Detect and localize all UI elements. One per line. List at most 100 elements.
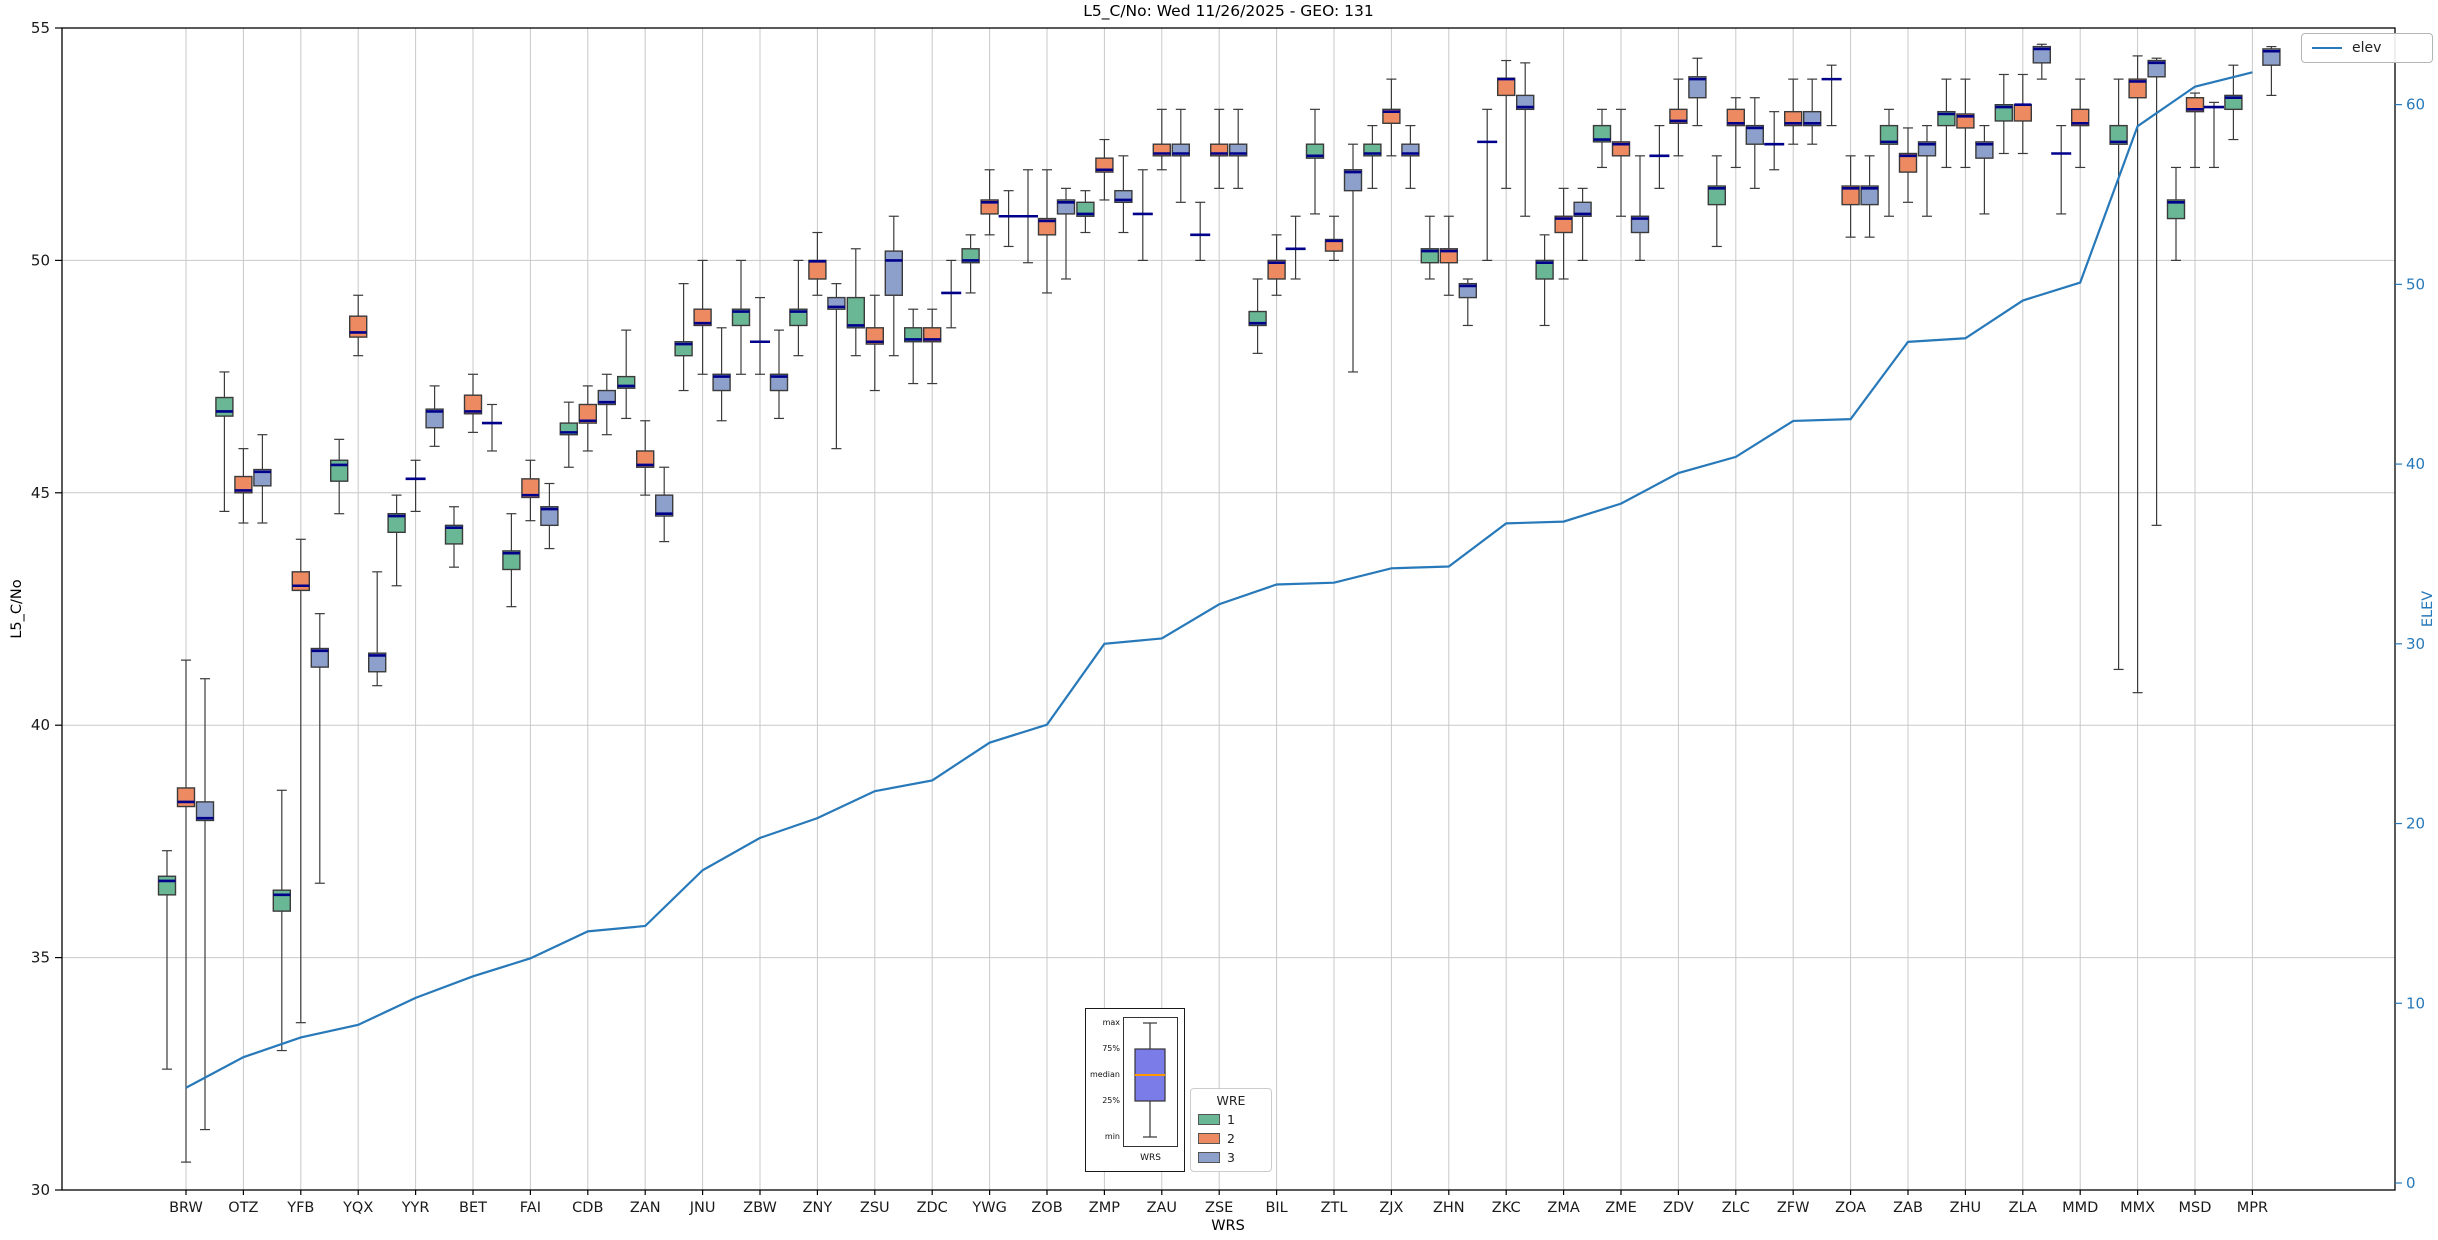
box-ZDC-wre1 [904,308,923,385]
inset-x-label: WRS [1140,1153,1161,1163]
box-BRW-wre3 [195,678,215,1131]
svg-text:45: 45 [31,484,50,502]
box-ZMP-wre2 [1095,138,1114,201]
svg-text:ZLC: ZLC [1722,1200,1750,1216]
series-3-swatch-icon [1198,1152,1220,1163]
box-BET-wre3 [482,403,502,452]
box-ZBW-wre1 [731,259,751,375]
elev-line [185,71,2253,1089]
box-ZME-wre3 [1630,155,1650,261]
box-JNU-wre3 [712,327,731,422]
svg-text:ZBW: ZBW [743,1200,777,1216]
box-ZME-wre2 [1611,108,1631,217]
svg-text:30: 30 [31,1181,50,1199]
box-YWG-wre2 [980,169,999,236]
box-ZME-wre1 [1592,108,1612,169]
svg-text:ZDC: ZDC [917,1200,948,1216]
svg-text:FAI: FAI [520,1200,541,1216]
inset-label-median: median [1090,1070,1120,1079]
boxplot-explainer-inset: max 75% median 25% min WRS [1085,1008,1185,1172]
box-ZSU-wre3 [884,215,903,357]
box-FAI-wre2 [521,459,540,522]
inset-label-min: min [1104,1132,1120,1141]
box-ZSU-wre2 [865,294,884,392]
box-YQX-wre3 [368,571,387,687]
box-BRW-wre1 [157,850,177,1070]
chart-title: L5_C/No: Wed 11/26/2025 - GEO: 131 [1083,2,1374,20]
box-MPR-wre1 [2224,64,2243,141]
left-axis-label: L5_C/No [9,579,25,639]
box-YFB-wre1 [272,789,291,1052]
box-ZNY-wre1 [789,259,808,357]
box-ZLA-wre3 [2032,43,2052,80]
box-ZHU-wre2 [1956,78,1975,169]
box-ZMA-wre2 [1554,187,1573,280]
box-ZAU-wre2 [1152,108,1172,171]
svg-text:ZKC: ZKC [1492,1200,1521,1216]
box-YFB-wre2 [291,538,310,1024]
series-2-boxes [176,55,2205,1163]
box-CDB-wre1 [559,401,578,468]
svg-text:ZOA: ZOA [1835,1200,1866,1216]
box-ZFW-wre1 [1764,111,1785,171]
svg-text:40: 40 [31,716,50,734]
inset-mini-boxplot [1134,1022,1166,1138]
box-ZAB-wre2 [1898,127,1918,203]
svg-text:MPR: MPR [2237,1200,2268,1216]
svg-text:JNU: JNU [689,1200,716,1216]
box-ZKC-wre3 [1515,62,1535,217]
svg-text:ZFW: ZFW [1777,1200,1810,1216]
svg-text:ZNY: ZNY [803,1200,833,1216]
box-ZLC-wre2 [1726,97,1746,169]
box-ZLA-wre2 [2013,73,2033,155]
box-ZOB-wre3 [1056,187,1076,280]
svg-text:ZOB: ZOB [1031,1200,1062,1216]
box-YQX-wre1 [330,438,349,515]
box-OTZ-wre3 [253,434,272,524]
svg-text:ZAB: ZAB [1893,1200,1923,1216]
svg-text:ZAN: ZAN [630,1200,661,1216]
box-ZFW-wre2 [1783,78,1803,145]
box-YYR-wre2 [405,459,426,512]
svg-text:ZHN: ZHN [1433,1200,1465,1216]
box-ZOA-wre1 [1821,64,1842,127]
box-ZTL-wre1 [1305,108,1325,215]
svg-text:MMD: MMD [2062,1200,2098,1216]
box-YQX-wre2 [349,294,368,357]
inset-axes-frame [1123,1017,1178,1147]
box-ZBW-wre2 [750,296,770,375]
svg-text:OTZ: OTZ [228,1200,258,1216]
box-ZNY-wre2 [808,231,827,296]
box-ZHU-wre1 [1937,78,1956,169]
svg-text:YYR: YYR [401,1200,430,1216]
box-ZLC-wre3 [1745,97,1765,189]
box-ZMA-wre3 [1573,187,1592,261]
legend-item-label: 3 [1227,1150,1235,1165]
x-axis-label: WRS [1211,1218,1245,1234]
box-MSD-wre3 [2204,101,2224,169]
box-ZDV-wre2 [1669,78,1688,157]
svg-text:ZAU: ZAU [1147,1200,1177,1216]
svg-text:ZLA: ZLA [2009,1200,2037,1216]
box-ZDC-wre2 [923,308,942,385]
box-CDB-wre3 [597,373,616,436]
svg-text:ZMA: ZMA [1547,1200,1579,1216]
series-2-swatch-icon [1198,1133,1220,1144]
svg-text:CDB: CDB [572,1200,603,1216]
box-ZMA-wre1 [1535,234,1554,327]
svg-text:ZSE: ZSE [1205,1200,1233,1216]
box-ZAU-wre1 [1132,169,1153,261]
box-MMX-wre2 [2128,55,2147,694]
box-ZOB-wre1 [1018,169,1038,264]
box-ZDV-wre1 [1649,125,1670,189]
box-ZLC-wre1 [1707,155,1727,248]
box-FAI-wre1 [502,513,521,608]
svg-text:YQX: YQX [342,1200,373,1216]
box-MMX-wre1 [2109,78,2128,671]
svg-text:ZDV: ZDV [1663,1200,1694,1216]
left-axis-ticks: 30 35 40 45 50 55 [31,19,62,1199]
inset-label-max: max [1102,1018,1120,1027]
box-ZAB-wre3 [1917,125,1937,217]
inset-label-75: 75% [1102,1044,1120,1053]
